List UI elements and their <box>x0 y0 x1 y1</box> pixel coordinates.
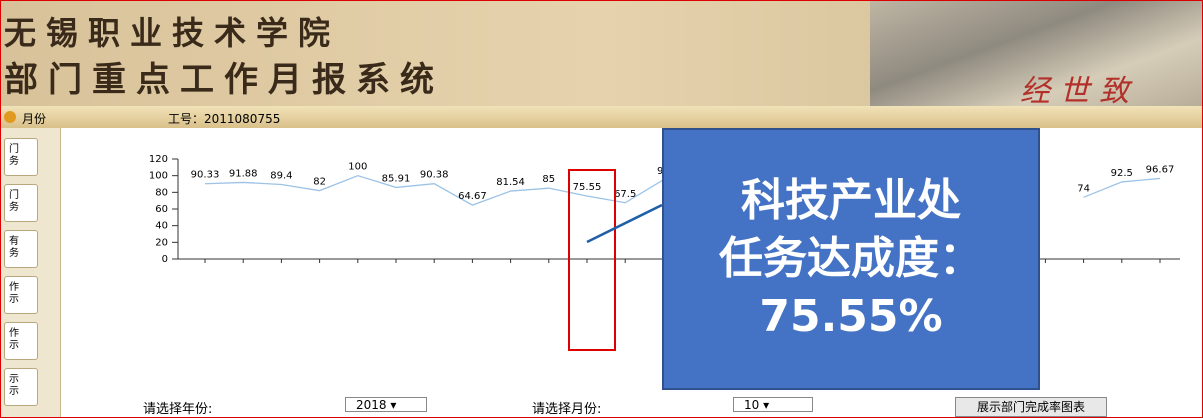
y-tick-label: 0 <box>162 254 168 265</box>
data-label: 90.33 <box>191 170 220 181</box>
data-label: 67.5 <box>614 189 636 200</box>
show-chart-button[interactable]: 展示部门完成率图表 <box>955 397 1107 417</box>
month-value: 10 <box>744 398 759 412</box>
data-label: 85.91 <box>382 173 411 184</box>
callout-line: 任务达成度： <box>664 230 1038 288</box>
data-label: 85 <box>542 174 555 185</box>
callout-line: 科技产业处 <box>664 172 1038 230</box>
y-tick-label: 120 <box>149 154 168 165</box>
callout: 科技产业处任务达成度：75.55% <box>662 128 1040 390</box>
year-value: 2018 <box>356 398 387 412</box>
month-label: 请选择月份: <box>532 398 601 417</box>
data-label: 64.67 <box>458 191 487 202</box>
data-label: 89.4 <box>270 171 292 182</box>
data-label: 96.67 <box>1146 164 1175 175</box>
data-label: 82 <box>313 177 326 188</box>
data-label: 90.38 <box>420 170 449 181</box>
callout-line: 75.55% <box>664 288 1038 346</box>
y-tick-label: 20 <box>155 237 168 248</box>
y-tick-label: 40 <box>155 221 168 232</box>
data-label: 75.55 <box>573 182 602 193</box>
data-label: 81.54 <box>496 177 525 188</box>
y-tick-label: 80 <box>155 187 168 198</box>
month-select[interactable]: 10 ▾ <box>733 397 813 412</box>
year-select[interactable]: 2018 ▾ <box>345 397 427 412</box>
data-label: 91.88 <box>229 168 258 179</box>
data-label: 92.5 <box>1111 168 1133 179</box>
year-label: 请选择年份: <box>143 398 212 417</box>
data-label: 74 <box>1077 183 1090 194</box>
y-tick-label: 60 <box>155 204 168 215</box>
page: 无锡职业技术学院 部门重点工作月报系统 经 世 致 月份 工号：20110807… <box>0 0 1203 418</box>
y-tick-label: 100 <box>149 171 168 182</box>
data-label: 100 <box>348 162 367 173</box>
